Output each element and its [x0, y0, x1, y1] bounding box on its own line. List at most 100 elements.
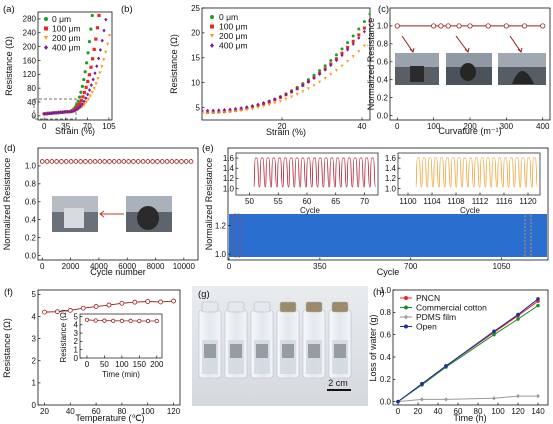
x-ticks-d: 0 2000 4000 6000 8000 10000	[40, 257, 196, 271]
y-tick-label: 1.6	[223, 154, 235, 163]
x-tick-label: 10000	[173, 262, 196, 271]
data-point	[79, 90, 83, 94]
data-point	[80, 84, 84, 88]
data-point	[93, 304, 99, 309]
x-ticks-f: 20 40 60 80 100 120	[40, 402, 181, 416]
x-tick-label: 20	[40, 407, 49, 416]
data-point	[267, 103, 271, 107]
y-tick-label: 0.2	[380, 375, 392, 384]
inset-right-xticks: 1100 1104 1108 1112 1116 1120	[399, 192, 537, 206]
data-point	[98, 47, 102, 52]
data-point	[273, 101, 277, 105]
data-point	[58, 110, 63, 115]
data-point	[250, 107, 254, 111]
data-point	[102, 318, 107, 323]
panel-label-d: (d)	[4, 143, 16, 154]
y-tick-label: 1.0	[385, 184, 397, 193]
data-point	[80, 305, 86, 311]
y-tick-label: 200	[23, 42, 37, 51]
data-point	[351, 42, 355, 46]
x-tick-label: 100	[141, 407, 155, 416]
data-point	[154, 318, 159, 324]
data-point	[81, 95, 85, 99]
data-point	[76, 104, 80, 108]
x-tick-label: 60	[303, 197, 312, 206]
data-point	[256, 102, 260, 107]
data-point	[362, 26, 366, 30]
data-point	[420, 397, 424, 402]
panel-label-h: (h)	[373, 287, 385, 298]
legend-marker	[404, 305, 408, 310]
y-tick-label: 0.8	[380, 308, 392, 317]
vial-cap	[305, 301, 323, 313]
data-point	[104, 17, 108, 22]
y-tick-label: 1.0	[223, 184, 235, 193]
y-ticks-f: 0 1 2 3 4 5	[32, 290, 41, 410]
data-point	[87, 73, 91, 77]
data-point	[95, 26, 100, 30]
data-point	[171, 298, 176, 304]
data-point	[107, 159, 112, 164]
x-tick-label: 0	[85, 360, 90, 369]
plot-frame-d	[37, 147, 199, 261]
data-point	[95, 64, 99, 69]
data-point	[217, 108, 221, 113]
data-point	[116, 159, 122, 164]
data-point	[97, 13, 101, 18]
data-point	[88, 94, 92, 98]
y-tick-label: 120	[23, 70, 37, 79]
data-point	[102, 159, 107, 164]
legend-marker	[210, 43, 214, 48]
legend-marker	[404, 324, 408, 329]
data-point	[222, 110, 226, 114]
data-point	[82, 90, 87, 95]
y-tick-label: 0.0	[377, 111, 389, 120]
data-point	[346, 45, 350, 49]
data-point	[206, 108, 210, 113]
data-point	[357, 33, 361, 37]
x-tick-label: 120	[167, 407, 181, 416]
legend-marker	[404, 314, 408, 320]
legend-label: 400 μm	[52, 43, 81, 53]
y-ticks-d: 0.0 0.2 0.4 0.6 0.8 1.0	[25, 162, 41, 260]
vial-cap	[331, 301, 349, 313]
y-tick-label: 1.2	[223, 174, 235, 183]
data-point	[68, 159, 74, 164]
inset-right-xlabel: Cycle	[460, 206, 481, 215]
panel-d: (d) 0.0 0.2 0.4 0.6 0.8 1.0 0 2000 4000 6000 8000…	[2, 143, 199, 277]
data-point	[63, 159, 69, 164]
data-point	[301, 83, 305, 88]
inset-left-yticks: 1.01.21.41.6	[223, 154, 239, 193]
x-tick-label: 50	[100, 360, 109, 369]
data-point	[290, 95, 294, 99]
data-point	[111, 159, 117, 164]
data-point	[85, 61, 89, 65]
y-tick-label: 4	[74, 321, 79, 330]
data-point	[51, 111, 55, 115]
y-ticks-h: 0.0 0.2 0.4 0.6 0.8 1.0	[380, 286, 396, 406]
data-point	[150, 159, 155, 164]
data-point	[234, 110, 238, 114]
data-point	[62, 110, 66, 114]
data-point	[340, 53, 344, 58]
data-point	[84, 96, 88, 101]
data-point	[211, 111, 215, 115]
data-point	[46, 111, 50, 116]
data-point	[228, 107, 232, 112]
data-point	[104, 50, 108, 54]
y-tick-label: 1.0	[380, 286, 392, 295]
data-point	[267, 99, 271, 103]
inset-f-xlabel: Time (min)	[102, 370, 140, 379]
data-point	[340, 51, 344, 55]
data-point	[89, 27, 93, 31]
plot-frame-e	[227, 147, 549, 261]
data-point	[90, 13, 94, 18]
data-point	[278, 94, 282, 99]
legend-marker	[44, 45, 48, 50]
y-ticks-c: 0.0 0.2 0.4 0.6 0.8 1.0	[377, 22, 393, 120]
x-tick-label: 70	[360, 197, 369, 206]
data-point	[86, 92, 90, 97]
y-label-h: Loss of water (g)	[368, 314, 378, 381]
y-tick-label: 5	[74, 312, 79, 321]
